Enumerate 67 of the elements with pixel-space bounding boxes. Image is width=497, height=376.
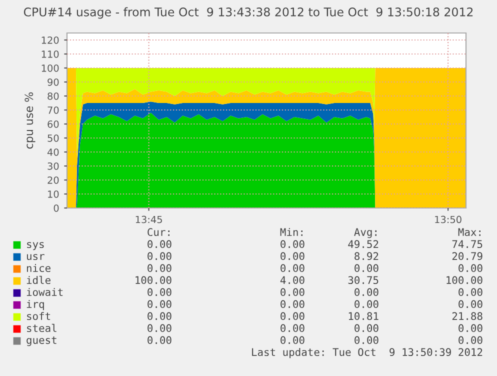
text: 0.00 [148, 312, 172, 320]
legend-label: guest [26, 336, 56, 346]
text: 20.79 [452, 252, 482, 260]
text: 0.00 [280, 300, 304, 308]
legend-label: usr [26, 254, 44, 260]
legend-label: idle [26, 276, 50, 284]
text: 0.00 [458, 288, 482, 296]
text: 0.00 [354, 324, 378, 332]
text: 4.00 [280, 276, 304, 284]
text: Min: [280, 228, 302, 236]
y-tick-label: 60 [48, 120, 59, 128]
y-tick-label: 80 [48, 92, 59, 100]
text: 0.00 [280, 324, 304, 332]
text: 0.00 [354, 336, 378, 344]
text: 21.88 [452, 312, 482, 320]
text: 0.00 [354, 264, 378, 272]
y-tick-label: 20 [48, 176, 59, 184]
text: 0.00 [280, 288, 304, 296]
text: 100.00 [136, 276, 172, 284]
x-tick-label: 13:45 [136, 216, 162, 224]
text: 0.00 [458, 264, 482, 272]
text: 10.81 [348, 312, 378, 320]
text: 0.00 [148, 252, 172, 260]
text: 0.00 [280, 240, 304, 248]
y-tick-label: 110 [42, 50, 59, 58]
y-tick-label: 120 [42, 36, 59, 44]
legend-label: sys [27, 242, 44, 250]
y-tick-label: 90 [48, 78, 59, 86]
text: 0.00 [458, 324, 482, 332]
text: Last update: Tue Oct 9 13:50:39 2012 [252, 348, 482, 358]
text: Cur: [148, 228, 170, 236]
text: 100.00 [446, 276, 482, 284]
text: 0.00 [280, 252, 304, 260]
legend-label: irq [26, 300, 44, 310]
text: 0.00 [280, 312, 304, 320]
text: 30.75 [348, 276, 378, 284]
text: 74.75 [452, 240, 482, 248]
y-tick-label: 50 [48, 134, 59, 142]
text: 0.00 [148, 264, 172, 272]
legend-label: steal [27, 324, 56, 332]
text: 0.00 [148, 324, 172, 332]
x-tick-label: 13:50 [435, 216, 462, 224]
legend-label: nice [26, 264, 50, 272]
text: 0.00 [354, 288, 378, 296]
y-axis-title: cpu use % [24, 92, 36, 149]
y-tick-label: 70 [48, 106, 59, 114]
text: 0.00 [148, 288, 172, 296]
text: 0.00 [148, 336, 172, 344]
text: 0.00 [458, 300, 482, 308]
text: 8.92 [354, 252, 378, 260]
y-tick-label: 0 [54, 204, 59, 212]
text: 49.52 [348, 240, 378, 248]
text: Max: [458, 228, 480, 236]
chart-title: CPU#14 usage - from Tue Oct 9 13:43:38 2012 to Tue Oct 9 13:50:18 2012 [24, 7, 473, 19]
text: 0.00 [354, 300, 378, 308]
text: 0.00 [280, 336, 304, 344]
y-tick-label: 100 [42, 64, 59, 72]
y-tick-label: 30 [48, 162, 59, 170]
y-tick-label: 10 [48, 190, 59, 198]
legend-label: iowait [26, 288, 63, 296]
legend-label: soft [27, 312, 50, 320]
y-tick-label: 40 [47, 148, 59, 156]
text: 0.00 [148, 240, 172, 248]
text: 0.00 [280, 264, 304, 272]
text: Avg: [354, 228, 376, 238]
text: 0.00 [458, 336, 482, 344]
text: 0.00 [148, 300, 172, 308]
